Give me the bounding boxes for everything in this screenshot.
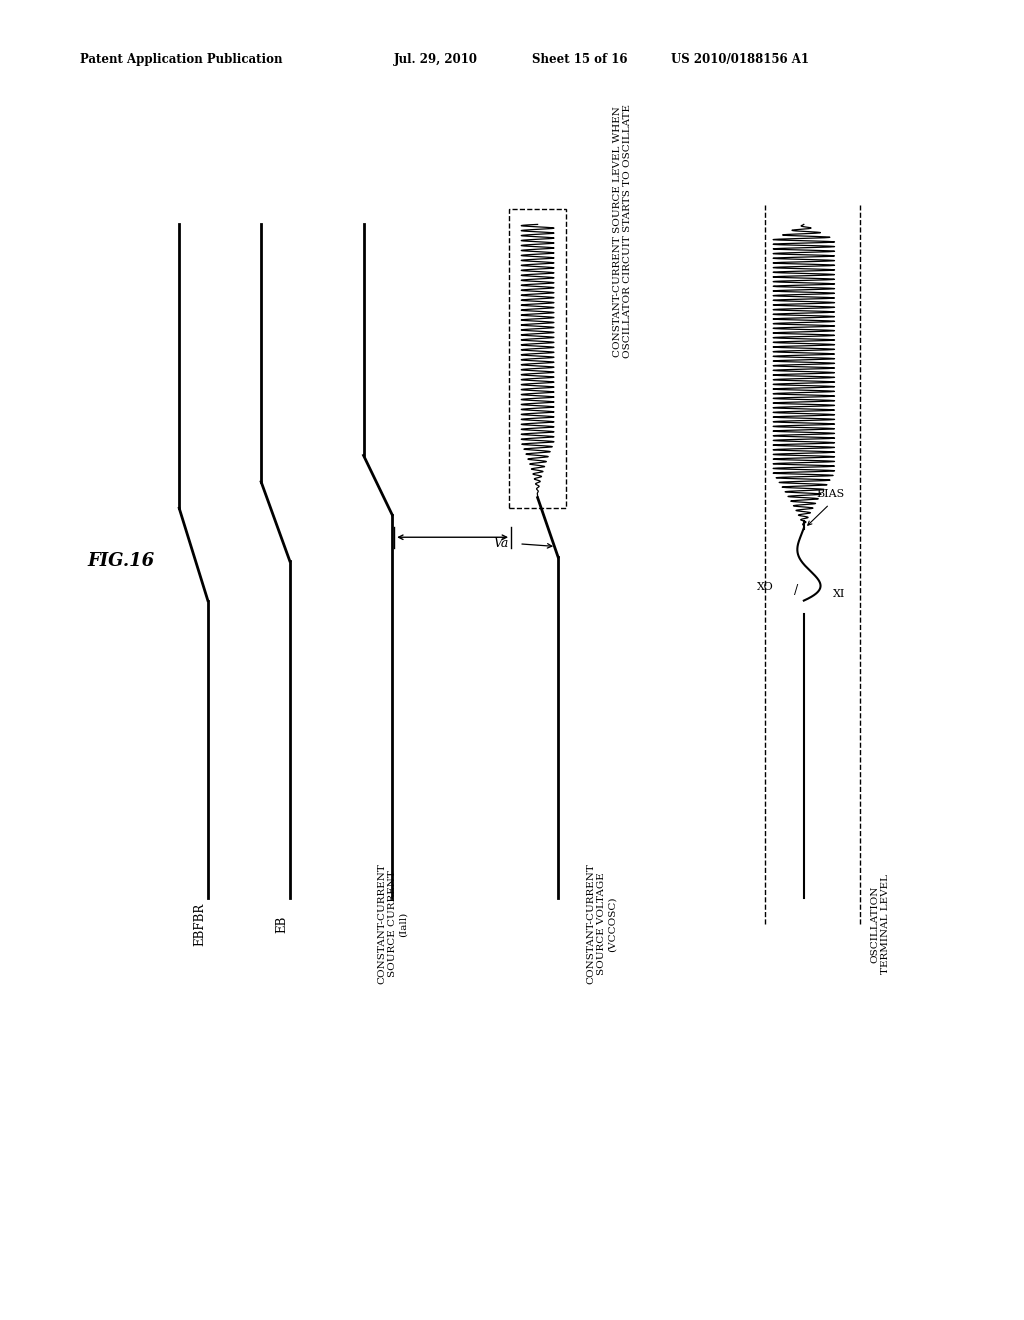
Text: US 2010/0188156 A1: US 2010/0188156 A1 [671, 53, 809, 66]
Text: CONSTANT-CURRENT SOURCE LEVEL WHEN
OSCILLATOR CIRCUIT STARTS TO OSCILLATE: CONSTANT-CURRENT SOURCE LEVEL WHEN OSCIL… [613, 104, 632, 359]
Text: Sheet 15 of 16: Sheet 15 of 16 [532, 53, 628, 66]
Text: BIAS: BIAS [816, 488, 845, 499]
Text: CONSTANT-CURRENT
SOURCE CURRENT
(Iall): CONSTANT-CURRENT SOURCE CURRENT (Iall) [378, 863, 408, 985]
Text: EB: EB [275, 915, 289, 933]
Text: CONSTANT-CURRENT
SOURCE VOLTAGE
(VCCOSC): CONSTANT-CURRENT SOURCE VOLTAGE (VCCOSC) [587, 863, 616, 985]
Text: EBFBR: EBFBR [194, 903, 207, 945]
Text: XI: XI [833, 589, 845, 599]
Text: OSCILLATION
TERMINAL LEVEL: OSCILLATION TERMINAL LEVEL [870, 874, 890, 974]
Text: /: / [794, 583, 798, 597]
Text: Patent Application Publication: Patent Application Publication [80, 53, 283, 66]
Text: Va: Va [494, 537, 509, 550]
Text: XO: XO [757, 582, 773, 593]
Text: Jul. 29, 2010: Jul. 29, 2010 [394, 53, 478, 66]
Text: FIG.16: FIG.16 [87, 552, 155, 570]
